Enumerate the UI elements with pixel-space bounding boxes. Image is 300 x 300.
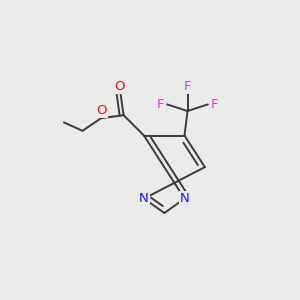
Text: O: O [115, 80, 125, 93]
Text: F: F [157, 98, 165, 111]
Text: N: N [139, 192, 149, 205]
Text: O: O [97, 104, 107, 117]
Text: F: F [210, 98, 218, 111]
Text: F: F [184, 80, 191, 93]
Text: N: N [180, 192, 189, 205]
